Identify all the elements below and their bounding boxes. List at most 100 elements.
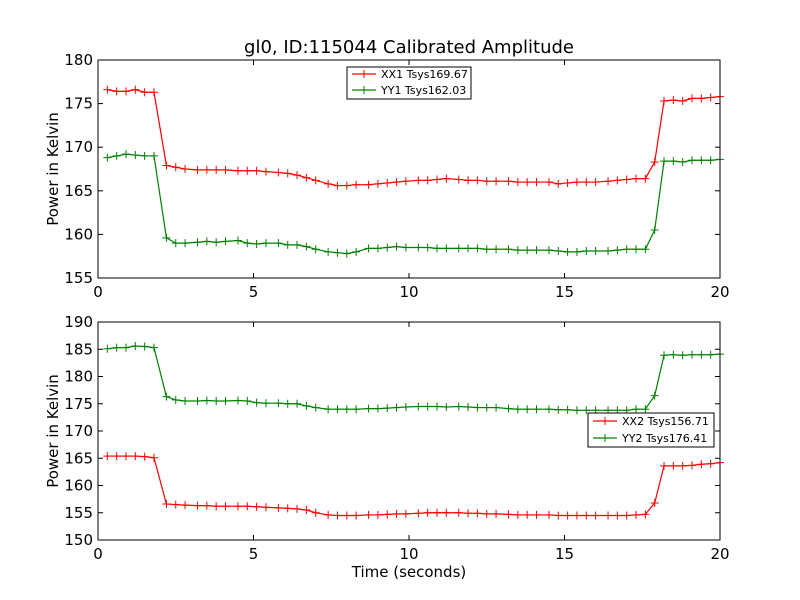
data-point-yy1 [572, 247, 581, 256]
data-point-xx1 [604, 177, 613, 186]
data-point-yy1 [669, 157, 678, 166]
data-point-yy1 [131, 151, 140, 160]
data-point-yy2 [482, 403, 491, 412]
data-point-xx2 [261, 503, 270, 512]
data-point-xx1 [401, 177, 410, 186]
data-point-yy2 [212, 397, 221, 406]
bottom-series-layer [103, 341, 724, 520]
data-point-xx2 [650, 498, 659, 507]
data-point-yy1 [563, 247, 572, 256]
y-tick-label: 175 [64, 95, 93, 113]
data-point-yy2 [473, 403, 482, 412]
data-point-xx2 [324, 510, 333, 519]
data-point-yy1 [333, 248, 342, 257]
data-point-xx2 [140, 452, 149, 461]
data-point-yy1 [302, 242, 311, 251]
data-point-xx2 [162, 500, 171, 509]
data-point-yy1 [324, 247, 333, 256]
data-point-yy1 [121, 150, 130, 159]
data-point-xx2 [544, 510, 553, 519]
data-point-yy1 [293, 240, 302, 249]
data-point-yy1 [641, 245, 650, 254]
x-tick-label: 0 [93, 283, 103, 301]
legend-marker-yy1 [360, 86, 368, 94]
data-point-xx1 [311, 176, 320, 185]
data-point-xx2 [482, 509, 491, 518]
data-point-yy1 [373, 244, 382, 253]
data-point-yy2 [454, 402, 463, 411]
data-point-yy2 [706, 350, 715, 359]
data-point-xx2 [688, 461, 697, 470]
data-point-xx1 [364, 180, 373, 189]
legend-marker-xx2 [601, 417, 609, 425]
data-point-xx1 [591, 178, 600, 187]
data-point-yy2 [131, 341, 140, 350]
data-point-xx2 [582, 511, 591, 520]
data-point-xx2 [632, 510, 641, 519]
data-point-xx2 [252, 502, 261, 511]
data-point-yy1 [103, 153, 112, 162]
data-point-xx2 [613, 511, 622, 520]
top-subplot: gl0, ID:115044 Calibrated Amplitude Powe… [44, 37, 730, 301]
x-tick-label: 5 [249, 545, 259, 563]
y-axis-label-top: Power in Kelvin [44, 112, 62, 226]
data-point-xx2 [641, 510, 650, 519]
data-point-yy1 [149, 151, 158, 160]
x-tick-label: 5 [249, 283, 259, 301]
data-point-yy1 [140, 151, 149, 160]
data-point-xx2 [414, 509, 423, 518]
data-point-yy1 [162, 233, 171, 242]
data-point-yy2 [650, 391, 659, 400]
data-point-yy2 [162, 392, 171, 401]
data-point-xx1 [504, 177, 513, 186]
x-tick-label: 15 [555, 283, 574, 301]
data-point-yy1 [401, 243, 410, 252]
data-point-yy1 [414, 243, 423, 252]
data-point-xx2 [464, 509, 473, 518]
data-point-yy2 [261, 399, 270, 408]
data-point-xx1 [432, 175, 441, 184]
data-point-xx2 [504, 510, 513, 519]
data-point-yy1 [423, 243, 432, 252]
data-point-xx2 [373, 510, 382, 519]
data-point-xx1 [302, 173, 311, 182]
data-point-xx1 [324, 179, 333, 188]
data-point-xx2 [221, 502, 230, 511]
data-point-xx1 [454, 175, 463, 184]
x-tick-label: 10 [399, 545, 418, 563]
data-point-yy1 [473, 244, 482, 253]
data-point-xx1 [383, 178, 392, 187]
data-point-xx1 [678, 96, 687, 105]
data-point-yy1 [482, 245, 491, 254]
legend-label-xx1: XX1 Tsys169.67 [381, 68, 468, 81]
data-point-yy1 [112, 151, 121, 160]
data-point-xx2 [383, 510, 392, 519]
x-tick-label: 15 [555, 545, 574, 563]
data-point-xx2 [523, 510, 532, 519]
chart-title: gl0, ID:115044 Calibrated Amplitude [244, 37, 574, 58]
top-legend-box [346, 66, 472, 100]
data-point-yy2 [632, 405, 641, 414]
data-point-xx2 [181, 501, 190, 510]
data-point-yy1 [352, 247, 361, 256]
data-point-xx1 [563, 178, 572, 187]
data-point-xx2 [352, 511, 361, 520]
top-legend: XX1 Tsys169.67 YY1 Tsys162.03 [346, 66, 472, 100]
data-point-yy1 [504, 245, 513, 254]
data-point-xx2 [563, 511, 572, 520]
data-point-yy1 [632, 245, 641, 254]
data-point-xx2 [660, 461, 669, 470]
data-point-xx2 [572, 511, 581, 520]
data-point-yy2 [697, 350, 706, 359]
data-point-yy2 [352, 405, 361, 414]
data-point-yy2 [414, 402, 423, 411]
data-point-xx1 [482, 177, 491, 186]
data-point-yy2 [660, 351, 669, 360]
data-point-xx1 [202, 165, 211, 174]
data-point-yy2 [464, 403, 473, 412]
legend-label-yy1: YY1 Tsys162.03 [380, 84, 466, 97]
data-point-yy2 [572, 406, 581, 415]
data-point-yy2 [243, 397, 252, 406]
data-point-yy1 [442, 244, 451, 253]
legend-label-yy2: YY2 Tsys176.41 [621, 432, 707, 445]
